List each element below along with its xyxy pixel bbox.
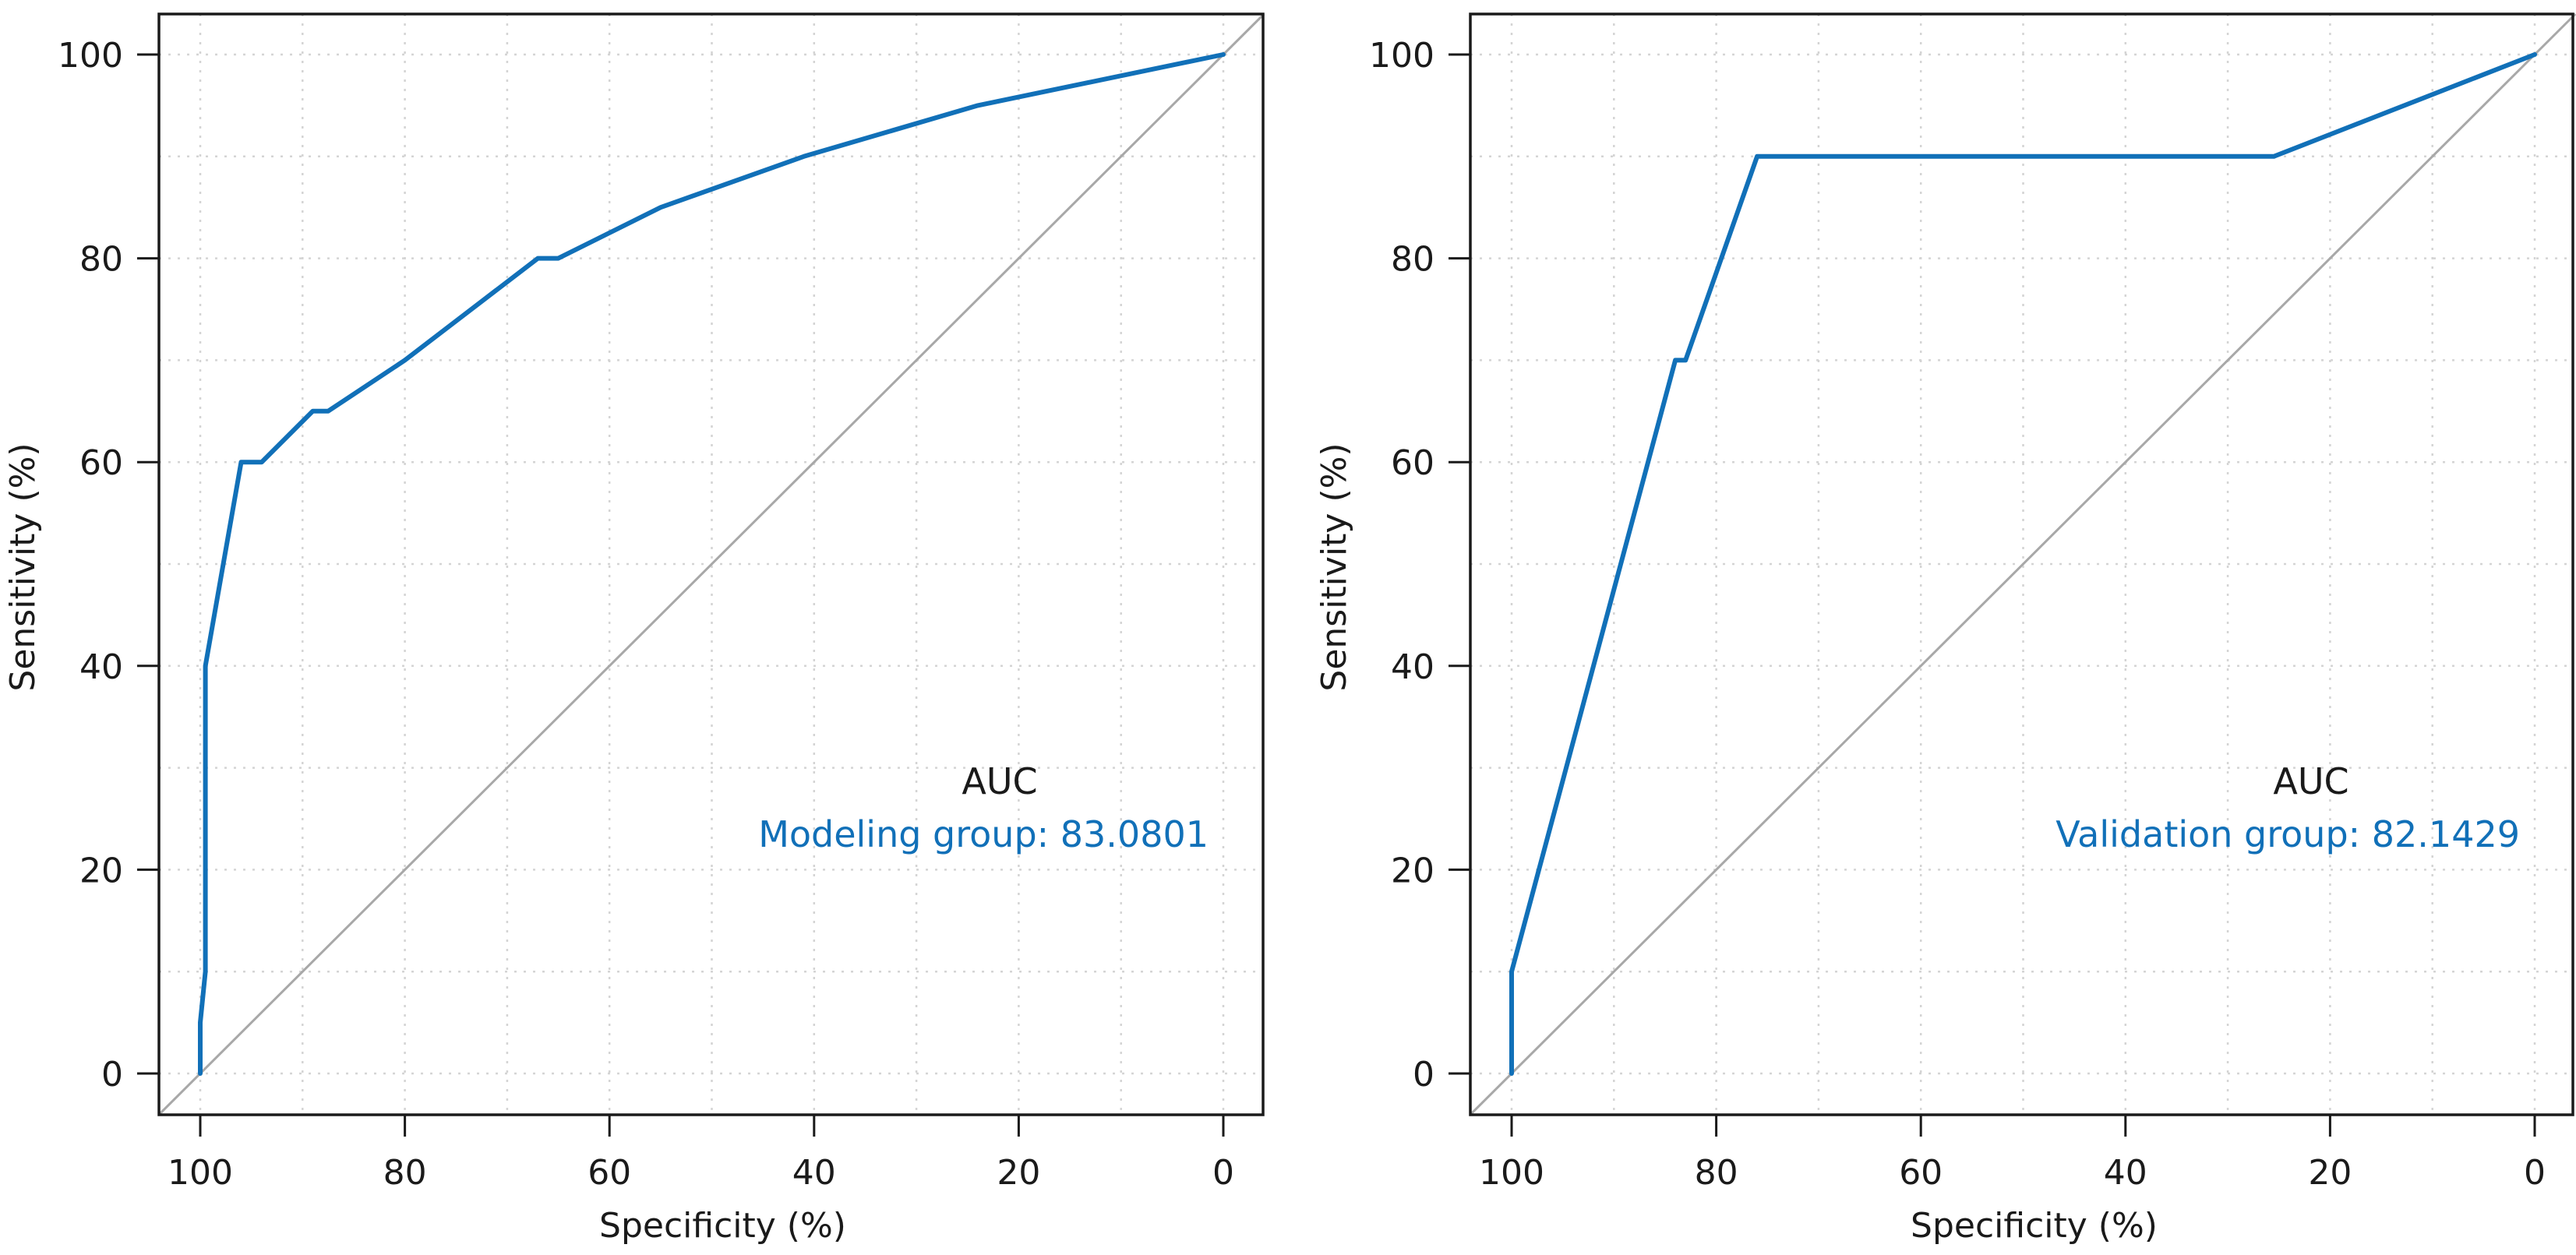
- plot-frame: [157, 12, 1265, 1116]
- roc-panel-validation: 100 80 60 40 20 0 0 20 40 60 80 100 Spec…: [1314, 12, 2576, 1246]
- reference-diagonal: [157, 12, 1265, 1116]
- x-tick-label: 0: [2524, 1153, 2546, 1193]
- plot-frame: [1469, 12, 2574, 1116]
- auc-title: AUC: [962, 760, 1037, 802]
- y-tick-labels: 0 20 40 60 80 100: [1369, 36, 1434, 1095]
- x-tick-labels: 100 80 60 40 20 0: [168, 1153, 1234, 1193]
- y-tick-label: 100: [58, 36, 123, 76]
- y-tick-label: 40: [1391, 647, 1434, 687]
- y-axis-title: Sensitivity (%): [1314, 442, 1354, 691]
- auc-value-label: Validation group: 82.1429: [2056, 813, 2520, 855]
- x-tick-labels: 100 80 60 40 20 0: [1479, 1153, 2546, 1193]
- y-tick-label: 20: [79, 851, 123, 890]
- grid-lines: [1470, 14, 2573, 1115]
- y-tick-label: 0: [101, 1055, 123, 1095]
- x-tick-label: 80: [1695, 1153, 1738, 1193]
- y-axis-title: Sensitivity (%): [3, 442, 43, 691]
- grid-lines: [159, 14, 1263, 1115]
- y-tick-label: 40: [79, 647, 123, 687]
- x-tick-label: 40: [792, 1153, 836, 1193]
- y-tick-label: 100: [1369, 36, 1434, 76]
- y-tick-label: 0: [1413, 1055, 1434, 1095]
- roc-curve-validation: [1509, 52, 2537, 1076]
- y-tick-label: 80: [79, 240, 123, 280]
- y-tick-label: 60: [1391, 443, 1434, 483]
- x-tick-label: 100: [168, 1153, 233, 1193]
- x-tick-label: 20: [997, 1153, 1040, 1193]
- axis-ticks: [1449, 53, 2536, 1137]
- y-tick-label: 80: [1391, 240, 1434, 280]
- auc-value-label: Modeling group: 83.0801: [758, 813, 1209, 855]
- reference-diagonal: [1469, 12, 2576, 1116]
- axis-ticks: [137, 53, 1225, 1137]
- x-tick-label: 60: [588, 1153, 631, 1193]
- y-tick-label: 20: [1391, 851, 1434, 890]
- x-axis-title: Specificity (%): [599, 1206, 846, 1246]
- roc-panel-modeling: 100 80 60 40 20 0 0 20 40 60 80 100 Spec…: [3, 12, 1265, 1246]
- y-tick-label: 60: [79, 443, 123, 483]
- x-tick-label: 0: [1212, 1153, 1234, 1193]
- x-tick-label: 40: [2104, 1153, 2147, 1193]
- x-tick-label: 20: [2308, 1153, 2352, 1193]
- x-tick-label: 60: [1899, 1153, 1943, 1193]
- auc-title: AUC: [2273, 760, 2348, 802]
- x-tick-label: 100: [1479, 1153, 1544, 1193]
- x-tick-label: 80: [383, 1153, 427, 1193]
- x-axis-title: Specificity (%): [1911, 1206, 2158, 1246]
- y-tick-labels: 0 20 40 60 80 100: [58, 36, 123, 1095]
- roc-curve-modeling: [198, 52, 1226, 1076]
